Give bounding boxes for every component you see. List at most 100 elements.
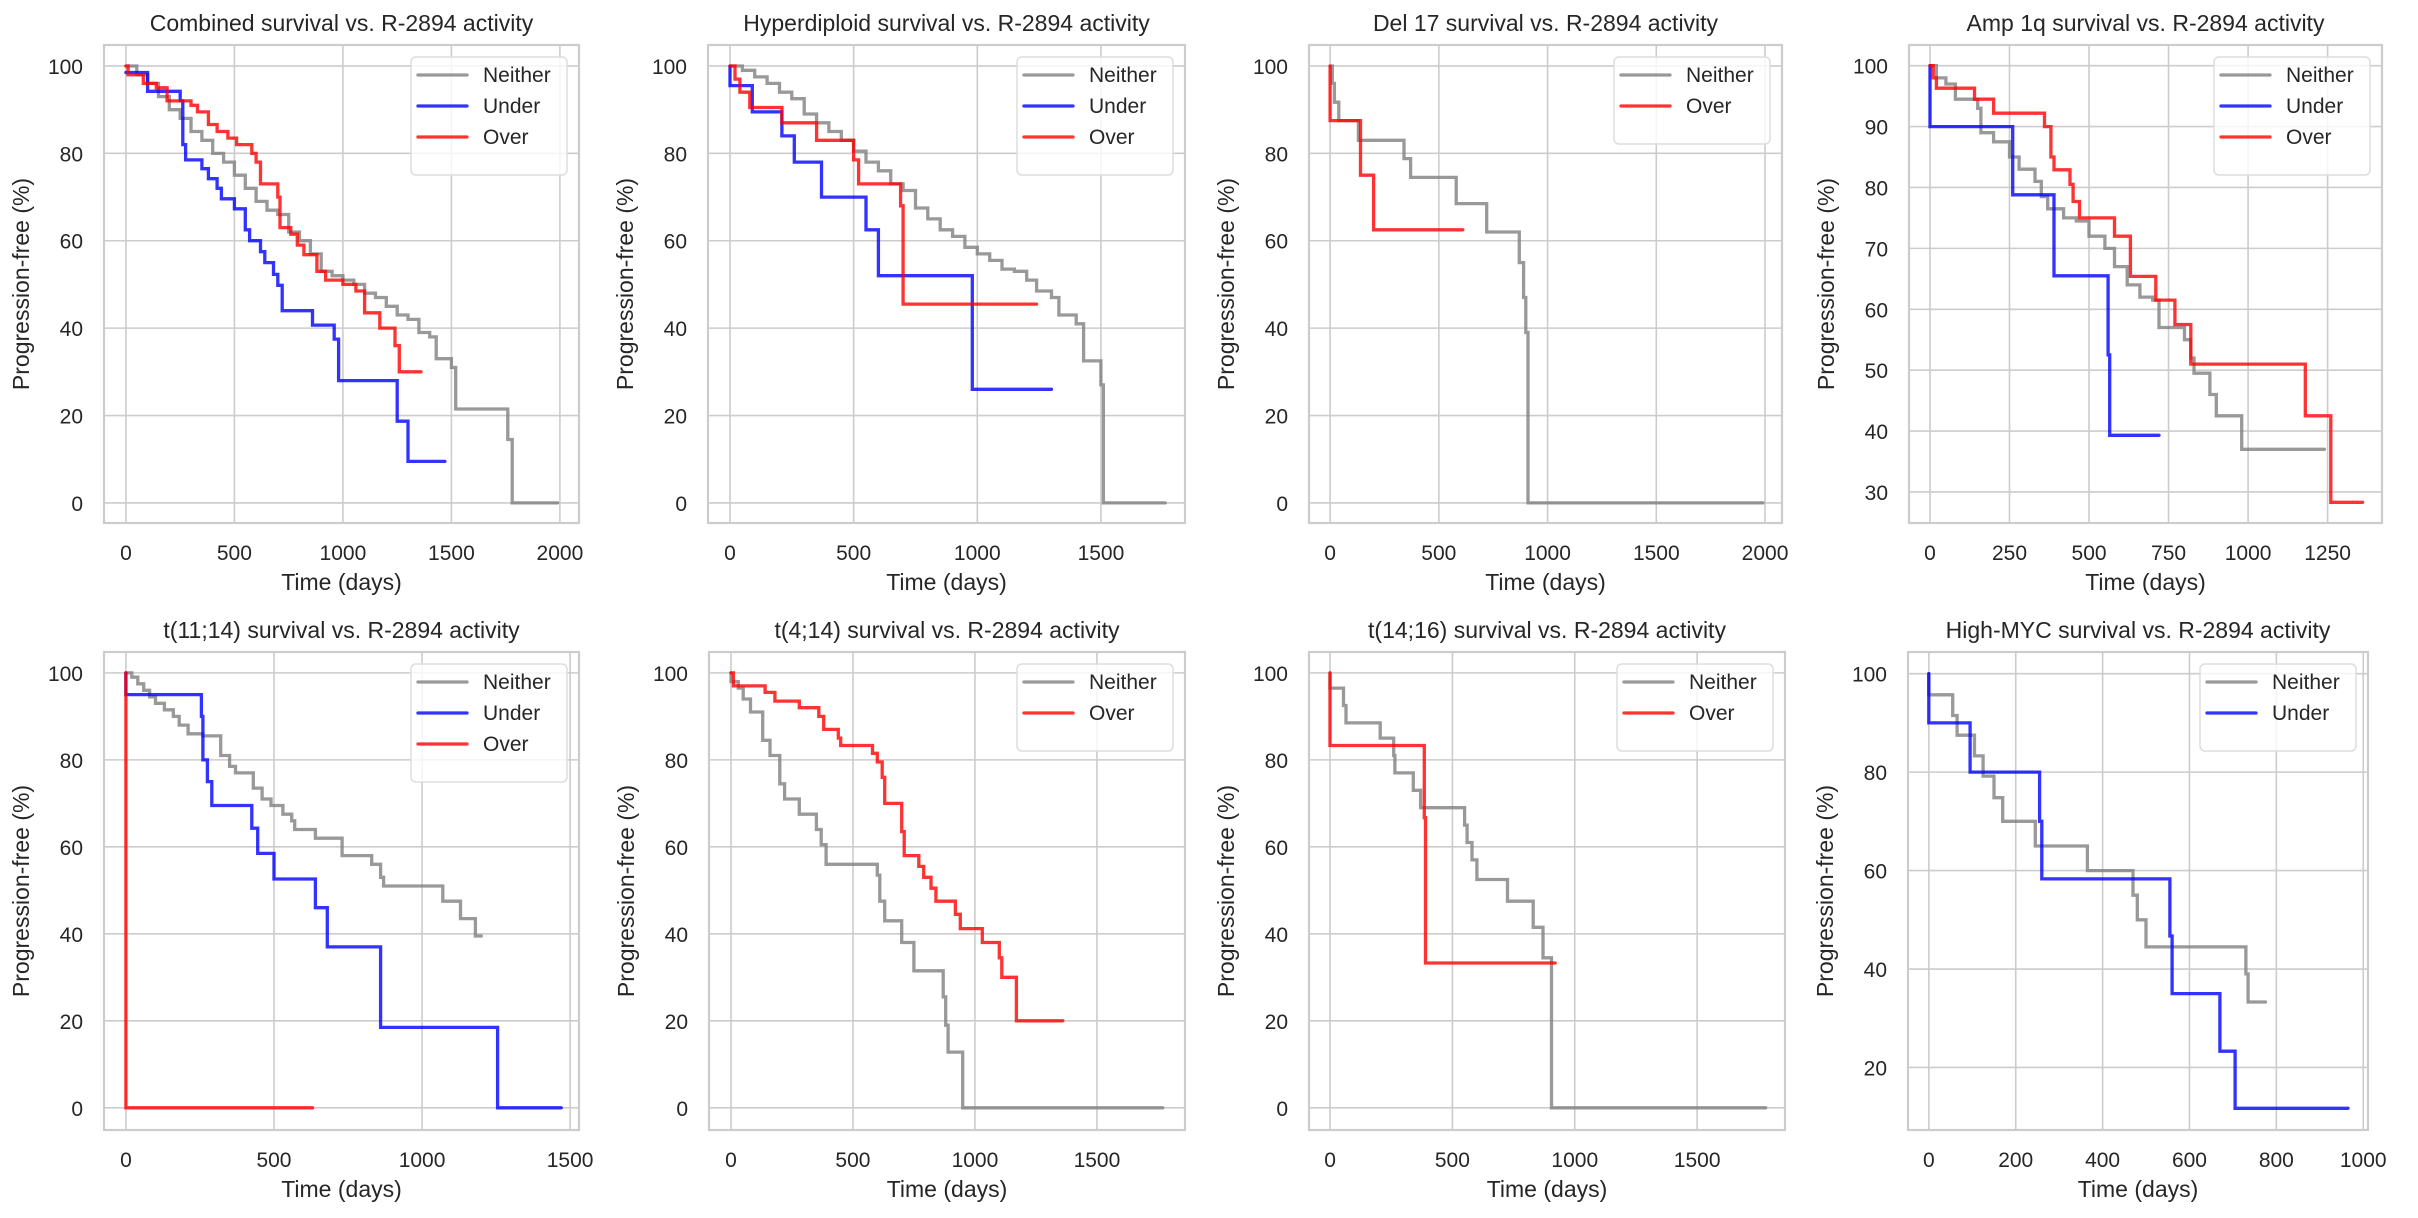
- x-tick-label: 1000: [320, 542, 367, 565]
- series-line-neither: [124, 64, 560, 505]
- y-tick-label: 40: [60, 318, 83, 341]
- y-tick-label: 30: [1865, 482, 1888, 505]
- y-axis-label: Progression-free (%): [1813, 178, 1839, 390]
- chart-panel: 0 200 400 600 800 1000 20 40 60 80 100 High-MYC sur…: [1812, 617, 2387, 1202]
- x-axis-label: Time (days): [1485, 569, 1606, 595]
- y-tick-label: 80: [665, 750, 688, 773]
- legend: Neither Under Over: [2213, 56, 2371, 176]
- x-tick-label: 1000: [954, 542, 1001, 565]
- chart-title: Combined survival vs. R-2894 activity: [150, 10, 534, 36]
- x-tick-label: 1000: [399, 1149, 446, 1172]
- legend-box: [1613, 56, 1771, 145]
- y-tick-label: 100: [1853, 56, 1888, 79]
- x-tick-label: 0: [1324, 1149, 1336, 1172]
- series-line-over: [1928, 64, 2365, 504]
- y-tick-label: 80: [1265, 750, 1288, 773]
- x-tick-label: 0: [1924, 542, 1936, 565]
- legend-label-neither: Neither: [1089, 64, 1157, 87]
- legend-box: [410, 56, 568, 176]
- series-line-over: [124, 671, 315, 1110]
- x-tick-label: 500: [835, 1149, 870, 1172]
- legend-label-neither: Neither: [483, 671, 551, 694]
- y-tick-label: 60: [60, 837, 83, 860]
- y-tick-label: 60: [664, 231, 687, 254]
- series-line-under: [1927, 672, 2350, 1110]
- y-tick-label: 0: [1276, 1098, 1288, 1121]
- series-line-over: [728, 64, 1039, 306]
- y-tick-label: 40: [664, 318, 687, 341]
- x-axis-label: Time (days): [2078, 1176, 2199, 1202]
- legend: Neither Over: [1016, 663, 1174, 752]
- y-tick-label: 80: [664, 143, 687, 166]
- x-tick-label: 500: [1421, 542, 1456, 565]
- x-tick-label: 500: [2072, 542, 2107, 565]
- series-line-under: [728, 64, 1054, 391]
- chart-panel: 0 250 500 750 1000 1250 30 40 50 60 70 80 90 100 Amp 1…: [1813, 10, 2384, 595]
- legend-label-over: Over: [483, 733, 529, 756]
- series-line-neither: [124, 671, 483, 938]
- x-tick-label: 0: [724, 542, 736, 565]
- y-tick-label: 0: [676, 1098, 688, 1121]
- plot-frame: [102, 650, 581, 1132]
- y-tick-label: 80: [60, 143, 83, 166]
- series-line-neither: [728, 64, 1167, 505]
- legend: Neither Over: [1616, 663, 1774, 752]
- y-tick-label: 0: [71, 1098, 83, 1121]
- x-tick-label: 0: [1923, 1149, 1935, 1172]
- series-line-over: [1328, 671, 1557, 965]
- x-axis-label: Time (days): [887, 1176, 1008, 1202]
- y-tick-label: 90: [1865, 117, 1888, 140]
- legend: Neither Under Over: [410, 663, 568, 783]
- x-tick-label: 1000: [2340, 1149, 2387, 1172]
- legend-label-over: Over: [483, 126, 529, 149]
- y-tick-label: 20: [1864, 1057, 1887, 1080]
- y-tick-label: 40: [665, 924, 688, 947]
- series-line-neither: [1328, 671, 1768, 1110]
- x-axis-label: Time (days): [1487, 1176, 1608, 1202]
- x-tick-label: 1000: [2225, 542, 2272, 565]
- y-tick-label: 40: [1864, 959, 1887, 982]
- y-tick-label: 20: [1265, 406, 1288, 429]
- legend-box: [410, 663, 568, 783]
- chart-panel: 0 500 1000 1500 2000 0 20 40 60 80 100 Del 17 survi…: [1213, 10, 1788, 595]
- x-tick-label: 0: [120, 1149, 132, 1172]
- x-axis-label: Time (days): [2085, 569, 2206, 595]
- chart-panel: 0 500 1000 1500 0 20 40 60 80 100 t(14;16) surviva…: [1213, 617, 1787, 1202]
- y-tick-label: 60: [1265, 231, 1288, 254]
- legend-label-over: Over: [1686, 95, 1732, 118]
- legend-label-over: Over: [1689, 702, 1735, 725]
- legend-label-under: Under: [2272, 702, 2329, 725]
- y-tick-label: 80: [1864, 762, 1887, 785]
- x-tick-label: 500: [256, 1149, 291, 1172]
- y-tick-label: 20: [1265, 1011, 1288, 1034]
- plot-frame: [1907, 43, 2384, 525]
- series-line-neither: [1328, 64, 1765, 505]
- legend-label-under: Under: [483, 95, 540, 118]
- plot-frame: [102, 43, 581, 525]
- series-line-neither: [1927, 672, 2268, 1004]
- y-axis-label: Progression-free (%): [8, 785, 34, 997]
- legend-box: [1016, 56, 1174, 176]
- x-tick-label: 500: [1435, 1149, 1470, 1172]
- legend-label-neither: Neither: [1686, 64, 1754, 87]
- x-tick-label: 1500: [428, 542, 475, 565]
- y-tick-label: 40: [1865, 421, 1888, 444]
- chart-title: High-MYC survival vs. R-2894 activity: [1946, 617, 2331, 643]
- x-tick-label: 400: [2085, 1149, 2120, 1172]
- legend: Neither Under Over: [410, 56, 568, 176]
- series-line-neither: [729, 671, 1165, 1110]
- y-tick-label: 20: [664, 406, 687, 429]
- x-axis-label: Time (days): [281, 569, 402, 595]
- legend-label-neither: Neither: [1689, 671, 1757, 694]
- legend-label-under: Under: [2286, 95, 2343, 118]
- series-line-over: [1328, 64, 1465, 232]
- y-tick-label: 20: [60, 1011, 83, 1034]
- x-tick-label: 1000: [1551, 1149, 1598, 1172]
- chart-panel: 0 500 1000 1500 0 20 40 60 80 100 t(11;14) surviva…: [8, 617, 593, 1202]
- x-tick-label: 1000: [952, 1149, 999, 1172]
- x-tick-label: 600: [2172, 1149, 2207, 1172]
- y-tick-label: 0: [71, 493, 83, 516]
- x-tick-label: 1500: [1633, 542, 1680, 565]
- y-tick-label: 100: [1852, 664, 1887, 687]
